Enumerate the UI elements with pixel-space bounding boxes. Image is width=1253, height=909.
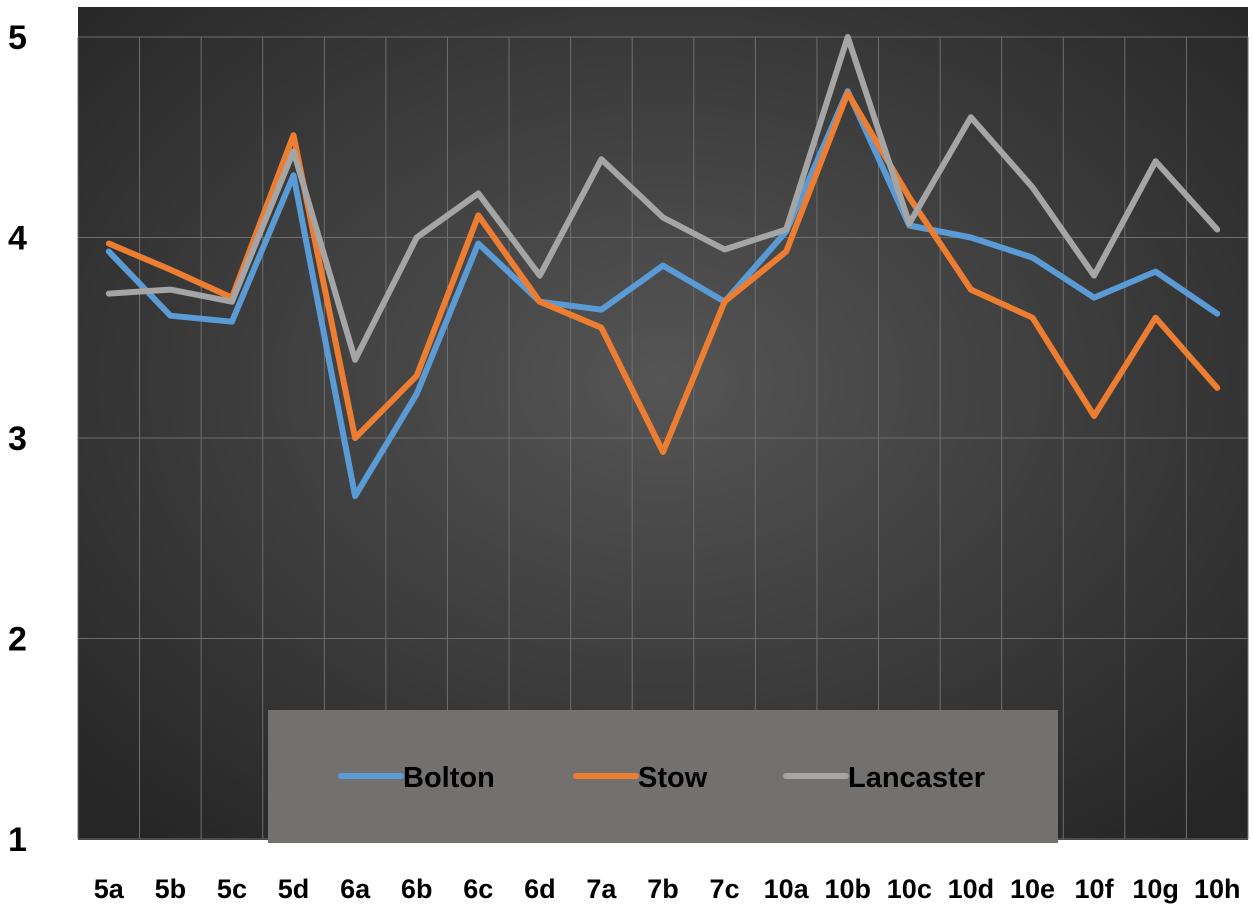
x-tick-label: 7a [586,874,617,904]
y-tick-label: 2 [8,621,27,659]
x-tick-label: 7c [710,874,740,904]
x-tick-label: 10e [1010,874,1055,904]
x-tick-label: 5a [94,874,125,904]
series-line-lancaster [105,34,1221,363]
legend-label-bolton: Bolton [403,762,495,794]
x-tick-label: 10a [764,874,810,904]
series-line-bolton [105,88,1221,500]
legend-label-stow: Stow [638,762,708,794]
plot-area-background [78,7,1248,840]
x-tick-label: 5d [278,874,310,904]
y-tick-label: 5 [8,19,27,57]
x-tick-label: 5b [155,874,187,904]
series-line-stow [105,90,1221,455]
x-tick-label: 6a [340,874,371,904]
legend-label-lancaster: Lancaster [848,762,985,794]
x-tick-label: 6c [463,874,493,904]
series-lines [105,34,1221,500]
legend: Bolton Stow Lancaster [268,710,1058,843]
y-axis-tick-labels: 1 2 3 4 5 [8,19,27,859]
x-tick-label: 6b [401,874,433,904]
x-tick-label: 10g [1132,874,1179,904]
x-tick-label: 10b [824,874,871,904]
y-tick-label: 3 [8,420,27,458]
x-tick-label: 5c [217,874,247,904]
x-tick-label: 7b [647,874,679,904]
x-tick-label: 10f [1075,874,1115,904]
y-tick-label: 1 [8,821,27,859]
x-tick-label: 6d [524,874,556,904]
y-tick-label: 4 [8,220,27,258]
x-tick-label: 10d [948,874,995,904]
x-axis-tick-labels: 5a 5b 5c 5d 6a 6b 6c 6d 7a 7b 7c 10a 10b 10c 10d 10e 10f… [94,874,1241,904]
x-tick-label: 10c [887,874,932,904]
x-tick-label: 10h [1194,874,1241,904]
